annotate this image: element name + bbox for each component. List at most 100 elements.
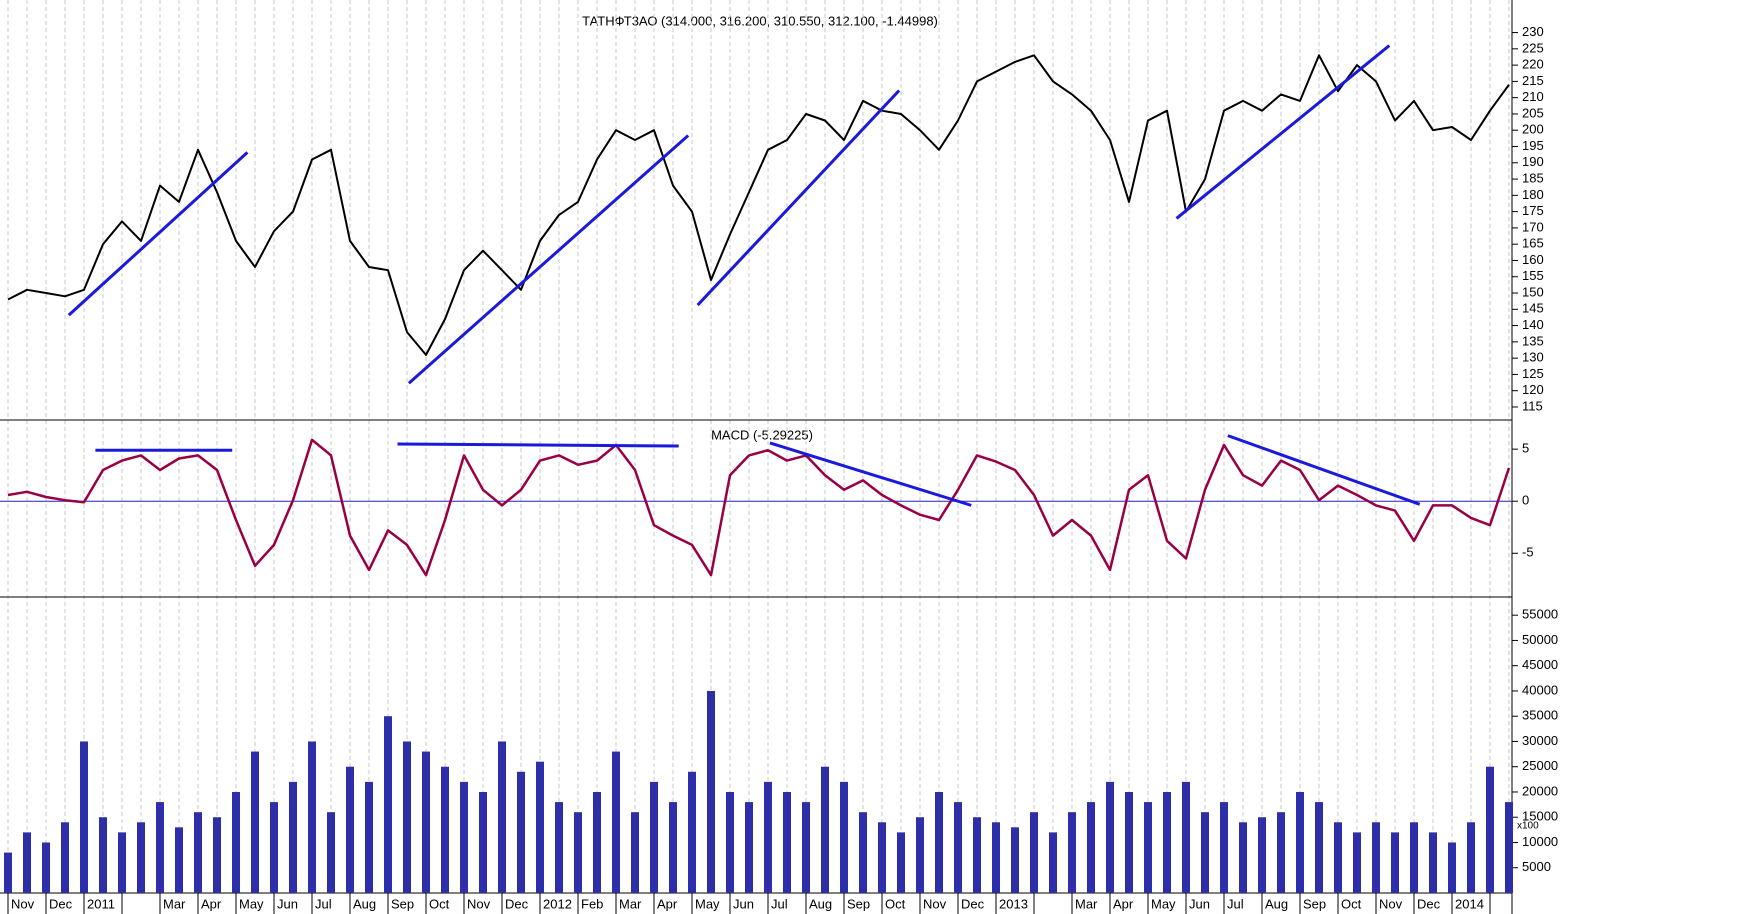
- bar: [1486, 766, 1494, 893]
- x-tick-label: May: [239, 896, 264, 911]
- bar: [878, 822, 886, 893]
- bar: [745, 802, 753, 893]
- y-tick-label: -5: [1522, 545, 1534, 560]
- bar: [289, 781, 297, 893]
- bar: [270, 802, 278, 893]
- bar: [1030, 812, 1038, 893]
- bar: [479, 791, 487, 893]
- x-tick-label: Oct: [429, 896, 450, 911]
- y-tick-label: 130: [1522, 350, 1544, 365]
- y-tick-label: 115: [1522, 398, 1543, 413]
- bar: [1144, 802, 1152, 893]
- x-tick-label: Aug: [353, 896, 376, 911]
- bar: [859, 812, 867, 893]
- bar: [593, 791, 601, 893]
- bar: [99, 817, 107, 893]
- bar: [498, 741, 506, 893]
- x-tick-label: Jun: [733, 896, 754, 911]
- bar: [232, 791, 240, 893]
- x-tick-label: 2014: [1455, 896, 1484, 911]
- bar: [1391, 832, 1399, 893]
- y-tick-label: 25000: [1522, 758, 1558, 773]
- bar: [973, 817, 981, 893]
- bar: [992, 822, 1000, 893]
- y-tick-label: 5: [1522, 441, 1529, 456]
- y-tick-label: 175: [1522, 203, 1544, 218]
- bar: [555, 802, 563, 893]
- x-tick-label: Dec: [505, 896, 529, 911]
- bar: [1163, 791, 1171, 893]
- y-tick-label: 50000: [1522, 632, 1558, 647]
- y-tick-label: 135: [1522, 333, 1544, 348]
- y-tick-label: 15000: [1522, 809, 1558, 824]
- bar: [1068, 812, 1076, 893]
- bar: [213, 817, 221, 893]
- y-tick-label: 185: [1522, 171, 1544, 186]
- bar: [1467, 822, 1475, 893]
- line-series: [7, 54, 1510, 356]
- x-tick-label: Aug: [1265, 896, 1288, 911]
- bar: [840, 781, 848, 893]
- bar: [460, 781, 468, 893]
- bar: [118, 832, 126, 893]
- trend-line: [769, 441, 972, 507]
- x-tick-label: Dec: [961, 896, 985, 911]
- bar: [726, 791, 734, 893]
- x-tick-label: Sep: [847, 896, 870, 911]
- bar: [1125, 791, 1133, 893]
- bar: [1429, 832, 1437, 893]
- y-tick-label: 225: [1522, 40, 1544, 55]
- bar: [707, 690, 715, 893]
- trend-line: [397, 442, 679, 448]
- bar: [42, 842, 50, 893]
- x-tick-label: 2012: [543, 896, 572, 911]
- x-tick-label: Oct: [1341, 896, 1362, 911]
- bar: [669, 802, 677, 893]
- bar: [802, 802, 810, 893]
- bar: [536, 761, 544, 893]
- bar: [1372, 822, 1380, 893]
- y-tick-label: 210: [1522, 89, 1544, 104]
- x-tick-label: Jun: [1189, 896, 1210, 911]
- x-tick-label: Sep: [1303, 896, 1326, 911]
- bar: [365, 781, 373, 893]
- bar: [403, 741, 411, 893]
- bar: [346, 766, 354, 893]
- y-tick-label: 10000: [1522, 834, 1558, 849]
- line-series: [7, 438, 1511, 577]
- y-tick-label: 45000: [1522, 657, 1558, 672]
- bar: [1315, 802, 1323, 893]
- bar: [175, 827, 183, 893]
- y-tick-label: 150: [1522, 284, 1544, 299]
- bar: [1011, 827, 1019, 893]
- x-tick-label: Apr: [1113, 896, 1134, 911]
- y-tick-label: 195: [1522, 138, 1544, 153]
- y-tick-label: 140: [1522, 317, 1544, 332]
- x-tick-label: Jul: [771, 896, 788, 911]
- bar: [1220, 802, 1228, 893]
- bar: [574, 812, 582, 893]
- bar: [1505, 802, 1513, 893]
- y-tick-label: 200: [1522, 122, 1544, 137]
- chart-title: ТАТНФТ3АО (314.000, 316.200, 310.550, 31…: [582, 13, 938, 28]
- y-tick-label: 125: [1522, 366, 1544, 381]
- x-tick-label: Mar: [163, 896, 186, 911]
- bar: [821, 766, 829, 893]
- bar: [1201, 812, 1209, 893]
- bar: [327, 812, 335, 893]
- x-tick-label: Apr: [657, 896, 678, 911]
- y-tick-label: 55000: [1522, 607, 1558, 622]
- x-tick-label: 2013: [999, 896, 1028, 911]
- bar: [1448, 842, 1456, 893]
- y-tick-label: 120: [1522, 382, 1544, 397]
- bar: [23, 832, 31, 893]
- y-tick-label: 35000: [1522, 708, 1558, 723]
- x-tick-label: Mar: [619, 896, 642, 911]
- bar: [1049, 832, 1057, 893]
- x-tick-label: Nov: [1379, 896, 1403, 911]
- trend-line: [1175, 44, 1391, 220]
- macd-title: MACD (-5.29225): [711, 427, 813, 442]
- x-tick-label: May: [695, 896, 720, 911]
- y-tick-label: 20000: [1522, 783, 1558, 798]
